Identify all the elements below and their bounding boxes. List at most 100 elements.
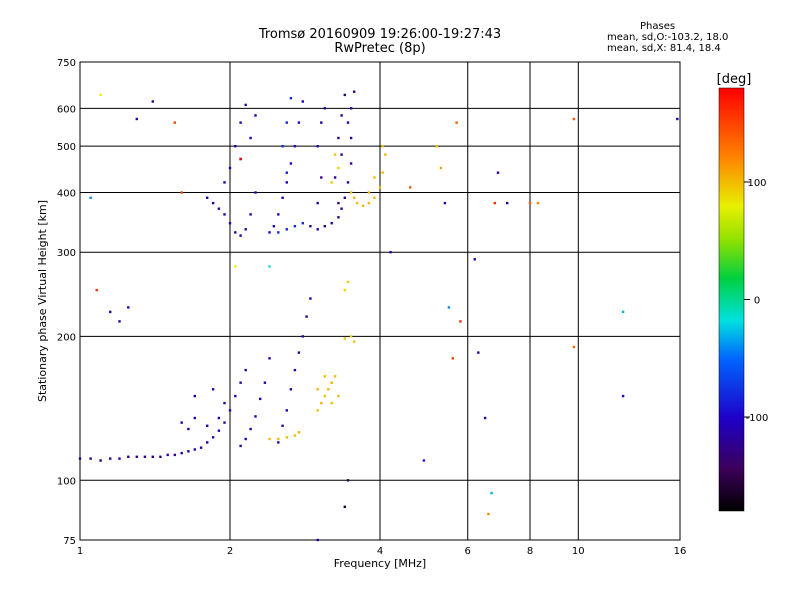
data-point xyxy=(223,181,226,184)
data-point xyxy=(206,441,209,444)
data-point xyxy=(228,409,232,412)
data-point xyxy=(389,251,392,254)
data-point xyxy=(490,491,493,495)
data-point xyxy=(353,90,356,93)
x-tick-label: 6 xyxy=(465,546,471,557)
data-point xyxy=(95,288,98,292)
data-point xyxy=(151,455,154,458)
y-tick-label: 100 xyxy=(57,476,76,487)
data-point xyxy=(249,427,252,431)
data-point xyxy=(439,166,443,170)
x-tick-label: 16 xyxy=(674,546,687,557)
data-point xyxy=(89,457,92,460)
data-point xyxy=(285,436,288,439)
data-point xyxy=(285,228,288,231)
data-point xyxy=(305,315,308,318)
data-point xyxy=(223,421,226,424)
data-point xyxy=(193,416,196,420)
data-point xyxy=(228,222,232,225)
data-point xyxy=(487,512,490,516)
data-point xyxy=(268,357,271,360)
x-tick-label: 2 xyxy=(227,546,233,557)
data-point xyxy=(572,117,576,121)
y-tick-label: 400 xyxy=(57,188,76,199)
data-point xyxy=(343,288,346,292)
data-point xyxy=(244,103,247,107)
data-point xyxy=(316,538,319,542)
data-point xyxy=(323,394,326,398)
data-point xyxy=(316,409,319,412)
data-point xyxy=(528,201,532,205)
data-point xyxy=(353,340,356,343)
data-point xyxy=(285,171,288,174)
data-point xyxy=(228,166,232,170)
data-point xyxy=(268,265,271,268)
data-point xyxy=(173,121,176,124)
data-point xyxy=(277,231,280,234)
x-axis-label: Frequency [MHz] xyxy=(334,557,426,570)
x-tick-label: 10 xyxy=(572,546,585,557)
data-point xyxy=(330,222,333,225)
data-point xyxy=(346,181,350,184)
y-tick-label: 600 xyxy=(57,104,76,115)
data-point xyxy=(323,375,326,378)
data-point xyxy=(187,450,190,453)
data-point xyxy=(211,388,215,391)
data-point xyxy=(293,434,297,437)
data-point xyxy=(320,121,323,124)
data-point xyxy=(135,455,138,458)
colorbar-tick-label: 0 xyxy=(754,296,760,307)
data-point xyxy=(422,459,426,462)
data-point xyxy=(337,201,340,205)
data-point xyxy=(211,201,215,205)
data-point xyxy=(272,225,276,228)
data-point xyxy=(199,446,203,449)
x-tick-label: 1 xyxy=(77,546,83,557)
data-point xyxy=(381,171,384,174)
data-point xyxy=(536,201,540,205)
data-point xyxy=(297,121,301,124)
data-point xyxy=(621,310,625,314)
data-point xyxy=(506,201,509,205)
phases-heading: Phases xyxy=(640,21,676,32)
data-point xyxy=(367,201,371,205)
phase-stats-o: mean, sd,O:-103.2, 18.0 xyxy=(607,32,729,43)
data-point xyxy=(244,368,247,372)
data-point xyxy=(349,191,353,194)
data-point xyxy=(289,388,293,391)
data-point xyxy=(340,207,343,210)
data-point xyxy=(285,121,288,124)
data-point xyxy=(193,394,196,398)
data-point xyxy=(239,121,242,124)
data-point xyxy=(309,225,312,228)
data-point xyxy=(330,401,333,405)
data-point xyxy=(343,505,346,508)
data-point xyxy=(249,136,252,140)
data-point xyxy=(180,451,183,455)
data-point xyxy=(346,121,350,124)
data-point xyxy=(223,213,226,216)
data-point xyxy=(173,453,176,457)
data-point xyxy=(346,280,350,284)
data-point xyxy=(127,306,130,309)
data-point xyxy=(572,345,576,349)
colorbar-tick-label: -100 xyxy=(746,413,769,424)
data-point xyxy=(343,93,346,97)
data-point xyxy=(234,231,237,234)
data-point xyxy=(320,176,323,179)
data-point xyxy=(211,436,215,439)
data-point xyxy=(217,429,221,432)
data-point xyxy=(343,196,346,199)
data-point xyxy=(249,213,252,216)
data-point xyxy=(477,351,480,354)
data-point xyxy=(483,416,487,420)
data-point xyxy=(166,453,169,457)
data-point xyxy=(254,191,257,194)
data-point xyxy=(277,213,280,216)
data-point xyxy=(373,176,376,179)
data-point xyxy=(409,186,412,189)
chart-subtitle: RwPretec (8p) xyxy=(334,41,426,56)
data-point xyxy=(239,381,242,384)
data-point xyxy=(337,216,340,219)
data-point xyxy=(281,145,284,148)
